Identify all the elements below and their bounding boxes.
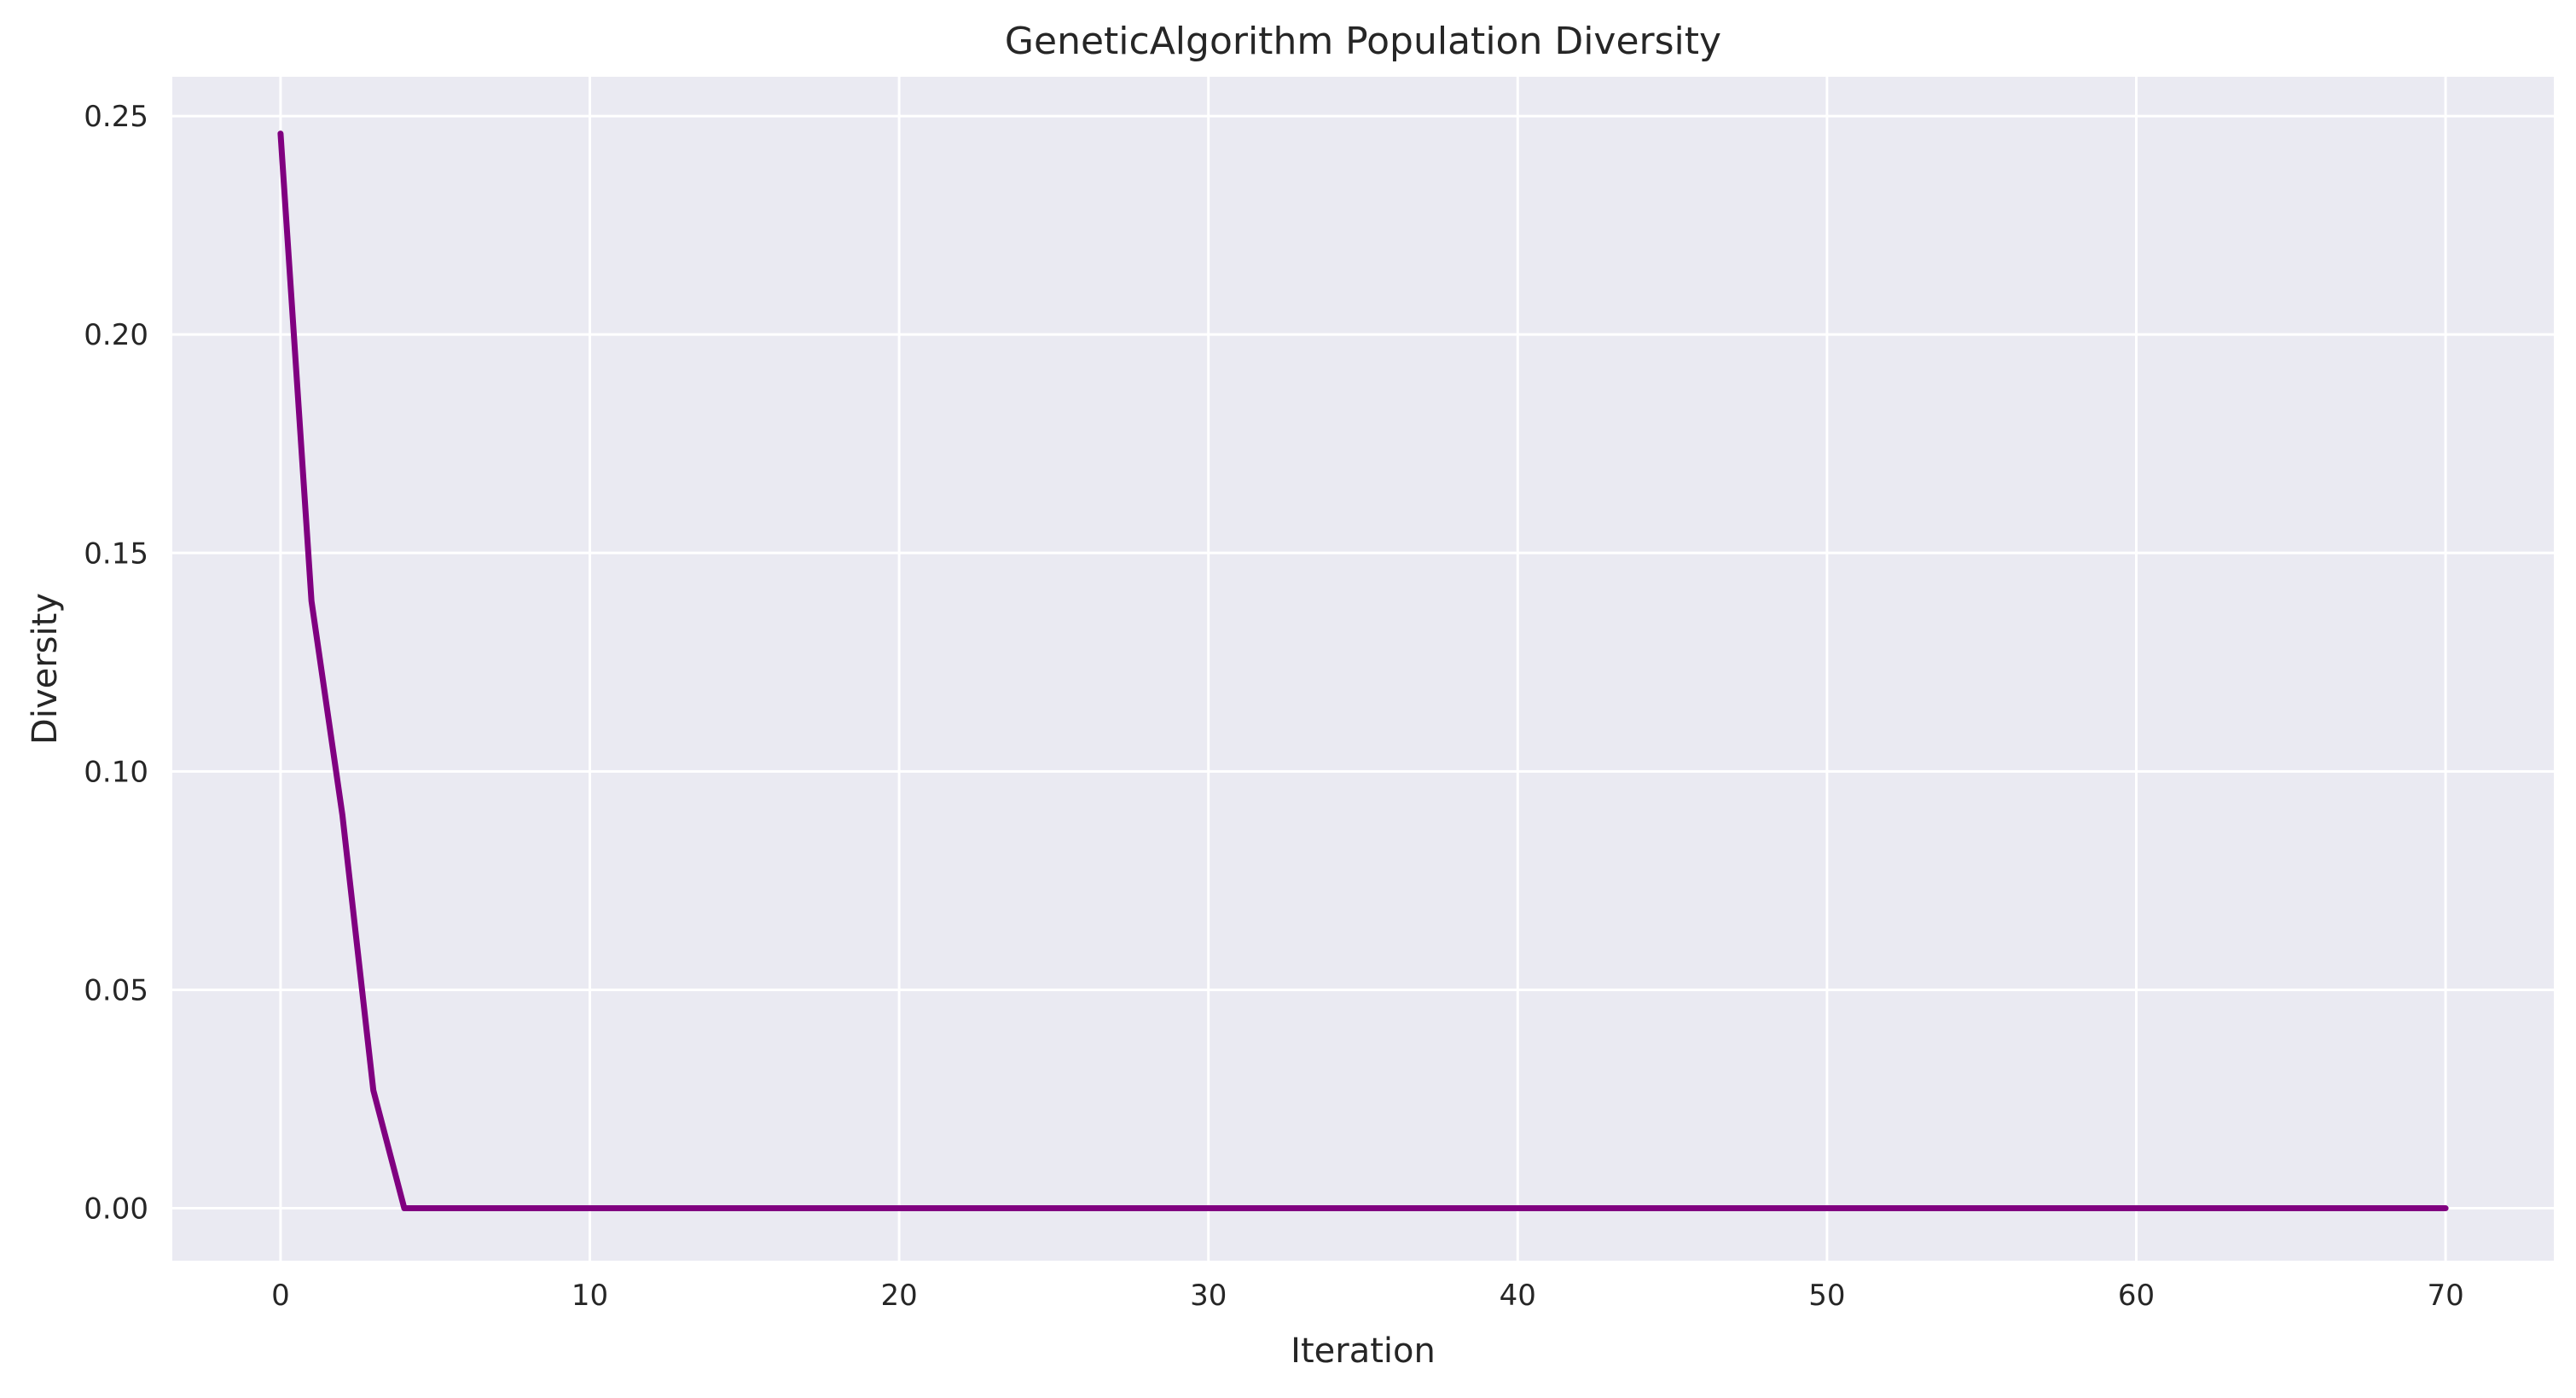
y-axis-label: Diversity bbox=[26, 593, 65, 745]
x-tick-label: 20 bbox=[880, 1279, 917, 1313]
y-tick-label: 0.25 bbox=[84, 100, 148, 134]
plot-background bbox=[172, 77, 2554, 1261]
y-tick-labels: 0.00 0.05 0.10 0.15 0.20 0.25 bbox=[84, 100, 148, 1226]
series-line bbox=[277, 131, 2449, 1212]
chart-title: GeneticAlgorithm Population Diversity bbox=[1005, 20, 1721, 63]
y-tick-label: 0.10 bbox=[84, 755, 148, 789]
x-tick-label: 40 bbox=[1500, 1279, 1536, 1313]
x-tick-label: 60 bbox=[2118, 1279, 2155, 1313]
x-gridlines bbox=[279, 77, 2447, 1261]
x-tick-label: 30 bbox=[1190, 1279, 1227, 1313]
x-tick-label: 0 bbox=[271, 1279, 290, 1313]
y-tick-label: 0.00 bbox=[84, 1192, 148, 1227]
y-tick-label: 0.05 bbox=[84, 973, 148, 1007]
x-tick-label: 50 bbox=[1808, 1279, 1845, 1313]
y-tick-label: 0.20 bbox=[84, 318, 148, 352]
x-tick-label: 10 bbox=[571, 1279, 608, 1313]
x-tick-label: 70 bbox=[2427, 1279, 2463, 1313]
x-tick-labels: 0 10 20 30 40 50 60 70 bbox=[271, 1279, 2464, 1313]
series-layer bbox=[277, 131, 2449, 1212]
y-tick-label: 0.15 bbox=[84, 537, 148, 571]
x-axis-label: Iteration bbox=[1291, 1331, 1436, 1371]
